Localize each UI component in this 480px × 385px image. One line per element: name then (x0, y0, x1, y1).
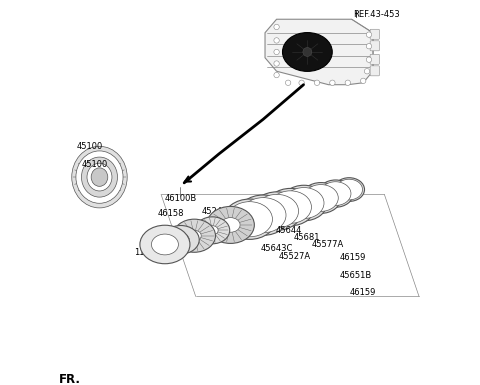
Ellipse shape (91, 168, 108, 186)
Text: 45644: 45644 (276, 226, 302, 235)
Circle shape (286, 80, 291, 85)
Ellipse shape (303, 184, 338, 211)
Ellipse shape (140, 225, 190, 264)
Text: 45527A: 45527A (278, 252, 311, 261)
Text: 45100: 45100 (82, 160, 108, 169)
Circle shape (366, 44, 372, 49)
Text: 1140GD: 1140GD (134, 248, 168, 257)
Ellipse shape (255, 194, 299, 228)
Ellipse shape (76, 151, 123, 203)
Ellipse shape (172, 233, 189, 246)
Circle shape (314, 80, 320, 85)
Circle shape (330, 80, 335, 85)
Circle shape (147, 246, 154, 253)
Text: 45247A: 45247A (202, 207, 234, 216)
Ellipse shape (284, 187, 324, 219)
Text: 45643C: 45643C (261, 244, 293, 253)
Circle shape (364, 69, 370, 74)
Polygon shape (265, 19, 373, 85)
FancyBboxPatch shape (370, 41, 379, 51)
Ellipse shape (162, 226, 199, 254)
Text: 46100B: 46100B (165, 194, 197, 203)
Ellipse shape (187, 230, 201, 241)
Text: 46159: 46159 (340, 253, 366, 262)
Ellipse shape (318, 180, 353, 207)
Ellipse shape (252, 192, 302, 230)
Text: 46131: 46131 (158, 226, 185, 235)
Ellipse shape (206, 226, 218, 235)
FancyBboxPatch shape (370, 66, 379, 76)
FancyBboxPatch shape (370, 29, 379, 39)
Text: 45681: 45681 (293, 233, 320, 242)
Ellipse shape (283, 33, 332, 71)
Text: 46159: 46159 (350, 288, 376, 297)
Circle shape (366, 57, 372, 62)
Circle shape (274, 38, 279, 43)
Ellipse shape (221, 218, 240, 232)
Ellipse shape (320, 182, 351, 206)
Ellipse shape (237, 195, 289, 235)
Ellipse shape (266, 188, 314, 226)
Ellipse shape (240, 198, 286, 233)
Circle shape (274, 72, 279, 78)
Circle shape (366, 32, 372, 37)
Ellipse shape (173, 219, 216, 252)
Circle shape (360, 78, 366, 84)
Circle shape (303, 47, 312, 57)
Ellipse shape (281, 185, 327, 221)
Ellipse shape (227, 202, 273, 237)
FancyBboxPatch shape (370, 54, 379, 64)
Text: 26112B: 26112B (219, 212, 251, 221)
Text: 46158: 46158 (158, 209, 184, 218)
Ellipse shape (72, 146, 127, 208)
Text: 45577A: 45577A (311, 240, 344, 249)
Ellipse shape (334, 178, 364, 201)
Circle shape (274, 61, 279, 66)
Ellipse shape (206, 206, 254, 243)
Text: 45651B: 45651B (340, 271, 372, 280)
Text: REF.43-453: REF.43-453 (354, 10, 400, 18)
Ellipse shape (82, 157, 118, 197)
Ellipse shape (87, 163, 112, 191)
Ellipse shape (224, 199, 276, 239)
Ellipse shape (301, 182, 341, 213)
Circle shape (345, 80, 350, 85)
Ellipse shape (195, 217, 230, 244)
Ellipse shape (269, 191, 312, 223)
Ellipse shape (336, 179, 362, 200)
Text: FR.: FR. (59, 373, 81, 385)
Circle shape (299, 80, 304, 85)
Text: 46155: 46155 (238, 218, 264, 227)
Ellipse shape (152, 234, 179, 255)
Circle shape (274, 49, 279, 55)
Circle shape (274, 24, 279, 30)
Text: 45100: 45100 (76, 142, 103, 151)
